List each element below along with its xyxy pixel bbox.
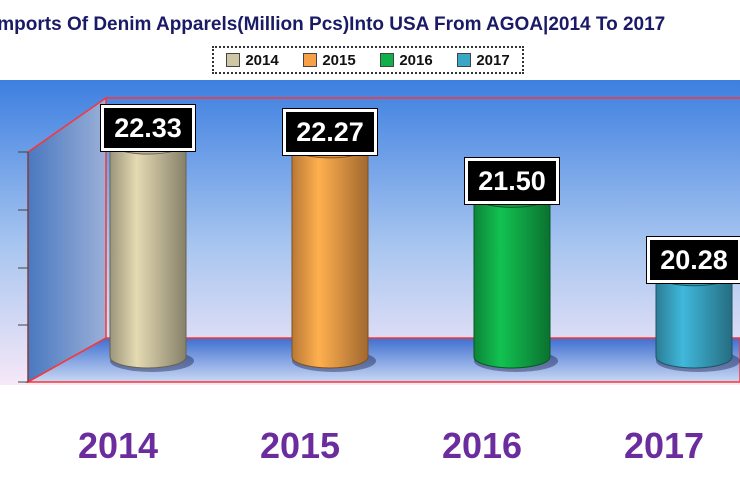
- category-label-2014: 2014: [77, 425, 159, 466]
- legend-swatch-2017: [457, 53, 472, 67]
- value-label-2015: 22.27: [283, 108, 377, 155]
- value-label-2017: 20.28: [647, 236, 740, 283]
- category-label-2016: 2016: [441, 425, 523, 466]
- legend-label-2015: 2015: [322, 51, 356, 69]
- legend-item-2015: 2015: [303, 51, 356, 69]
- legend-label-2014: 2014: [245, 51, 279, 69]
- bar-body: [473, 195, 551, 369]
- bar-body: [109, 142, 187, 369]
- legend-item-2014: 2014: [226, 51, 279, 69]
- bar-2014: [109, 131, 194, 372]
- legend-item-2017: 2017: [457, 51, 510, 69]
- legend: 2014 2015 2016 2017: [212, 46, 524, 74]
- legend-item-2016: 2016: [380, 51, 433, 69]
- bar-body: [655, 274, 733, 369]
- legend-label-2017: 2017: [476, 51, 510, 69]
- legend-swatch-2016: [380, 53, 395, 67]
- bar-2016: [473, 184, 558, 372]
- bar-body: [291, 146, 369, 369]
- value-label-2016: 21.50: [465, 158, 559, 205]
- legend-swatch-2015: [303, 53, 318, 67]
- legend-swatch-2014: [226, 53, 241, 67]
- category-label-2017: 2017: [623, 425, 705, 466]
- bar-2015: [291, 135, 376, 372]
- chart-title: Imports Of Denim Apparels(Million Pcs)In…: [0, 14, 666, 35]
- category-label-2015: 2015: [259, 425, 341, 466]
- floor: [25, 337, 740, 383]
- value-label-2014: 22.33: [101, 105, 195, 152]
- legend-label-2016: 2016: [399, 51, 433, 69]
